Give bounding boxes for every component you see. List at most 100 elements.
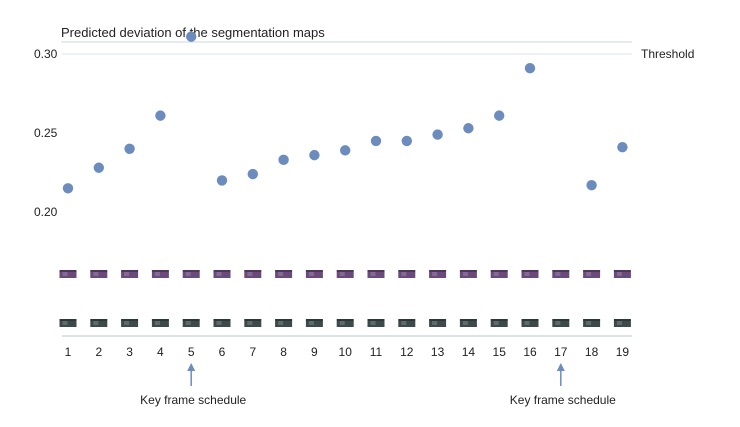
frame-label: 17 — [554, 345, 568, 359]
key-frame-arrow-icon — [187, 363, 196, 371]
segmentation-map-thumb — [90, 270, 108, 278]
segmentation-map-thumb-edge — [59, 270, 77, 272]
frame-thumb-body — [367, 319, 385, 327]
frame-label: 4 — [157, 345, 164, 359]
segmentation-map-thumb — [490, 270, 508, 278]
segmentation-map-thumb-body — [244, 270, 262, 278]
frame-thumb — [490, 319, 508, 327]
segmentation-map-thumb-edge — [336, 270, 354, 272]
frame-label: 18 — [585, 345, 599, 359]
data-point — [432, 129, 443, 140]
segmentation-map-thumb-detail — [616, 272, 622, 276]
frame-thumb-body — [336, 319, 354, 327]
segmentation-map-thumb-edge — [613, 270, 631, 272]
segmentation-map-thumb-detail — [154, 272, 160, 276]
segmentation-map-thumb-body — [613, 270, 631, 278]
segmentation-map-thumb-body — [398, 270, 416, 278]
segmentation-map-thumb-edge — [367, 270, 385, 272]
data-point — [340, 145, 351, 156]
segmentation-map-thumb — [398, 270, 416, 278]
frame-thumb-detail — [586, 321, 592, 325]
segmentation-map-thumb-detail — [555, 272, 561, 276]
frame-thumb — [151, 319, 169, 327]
segmentation-map-thumb-body — [151, 270, 169, 278]
data-point — [216, 175, 228, 186]
y-tick-label: 0.25 — [34, 126, 58, 140]
segmentation-map-thumb-body — [367, 270, 385, 278]
data-point — [463, 123, 474, 134]
segmentation-map-thumb — [182, 270, 200, 278]
frame-thumb-body — [521, 319, 539, 327]
frame-label: 1 — [65, 345, 72, 359]
frame-thumb-body — [429, 319, 447, 327]
data-point — [524, 63, 536, 74]
segmentation-map-thumb-edge — [583, 270, 601, 272]
segmentation-map-thumb-body — [490, 270, 508, 278]
segmentation-map-thumb — [367, 270, 385, 278]
frame-thumb-detail — [370, 321, 376, 325]
frame-thumb — [244, 319, 262, 327]
data-points — [62, 31, 628, 194]
segmentation-map-thumb — [459, 270, 477, 278]
frame-thumb-detail — [278, 321, 284, 325]
segmentation-map-thumb-body — [121, 270, 139, 278]
segmentation-map-thumb-body — [521, 270, 539, 278]
frame-thumb-body — [244, 319, 262, 327]
segmentation-map-thumb-detail — [586, 272, 592, 276]
segmentation-map-thumb-detail — [401, 272, 407, 276]
y-axis-ticks: 0.200.250.300.35 — [34, 47, 58, 219]
frame-thumb-edge — [121, 319, 139, 321]
frame-thumb-edge — [244, 319, 262, 321]
segmentation-map-thumb-detail — [247, 272, 253, 276]
segmentation-map-thumb-detail — [93, 272, 99, 276]
frame-thumb-detail — [154, 321, 160, 325]
frame-thumb-body — [90, 319, 108, 327]
segmentation-map-thumb-detail — [216, 272, 222, 276]
key-frame-marker: Key frame schedule — [510, 363, 616, 407]
segmentation-map-thumb — [521, 270, 539, 278]
frame-label: 5 — [188, 345, 195, 359]
segmentation-map-thumb-body — [275, 270, 293, 278]
segmentation-map-thumb-edge — [459, 270, 477, 272]
segmentation-map-thumb-body — [459, 270, 477, 278]
segmentation-map-thumb-detail — [62, 272, 68, 276]
key-frame-marker: Key frame schedule — [140, 363, 247, 407]
frame-thumb — [182, 319, 200, 327]
frame-thumb-detail — [616, 321, 622, 325]
frame-thumb-body — [613, 319, 631, 327]
frame-label: 6 — [219, 345, 226, 359]
segmentation-map-thumb-body — [429, 270, 447, 278]
frame-thumb-body — [552, 319, 570, 327]
frame-thumb — [59, 319, 77, 327]
segmentation-map-thumb — [213, 270, 231, 278]
data-point — [401, 135, 412, 147]
frame-thumb-detail — [308, 321, 314, 325]
frame-thumb-detail — [185, 321, 191, 325]
segmentation-map-thumb-body — [583, 270, 601, 278]
frame-label: 9 — [311, 345, 318, 359]
segmentation-map-thumb-edge — [121, 270, 139, 272]
segmentation-map-thumb-body — [336, 270, 354, 278]
data-point — [93, 162, 105, 173]
frame-label: 2 — [95, 345, 102, 359]
frame-label: 8 — [280, 345, 287, 359]
frame-thumb-edge — [398, 319, 416, 321]
frame-thumb — [613, 319, 631, 327]
frame-thumb-detail — [247, 321, 253, 325]
segmentation-map-thumb — [552, 270, 570, 278]
segmentation-map-thumb-detail — [432, 272, 438, 276]
segmentation-map-thumb-body — [305, 270, 323, 278]
frame-thumb-edge — [213, 319, 231, 321]
key-frame-annotations: Key frame schedule Key frame schedule — [140, 363, 616, 407]
frame-thumb — [336, 319, 354, 327]
segmentation-map-thumb-detail — [493, 272, 499, 276]
frame-label: 11 — [370, 345, 383, 359]
frame-thumb-detail — [124, 321, 130, 325]
frame-thumb-body — [490, 319, 508, 327]
frame-label: 3 — [126, 345, 133, 359]
segmentation-map-thumb — [59, 270, 77, 278]
segmentation-map-thumb-edge — [275, 270, 293, 272]
frame-thumb-edge — [182, 319, 200, 321]
threshold-group: Threshold — [62, 47, 694, 61]
frame-thumb — [459, 319, 477, 327]
